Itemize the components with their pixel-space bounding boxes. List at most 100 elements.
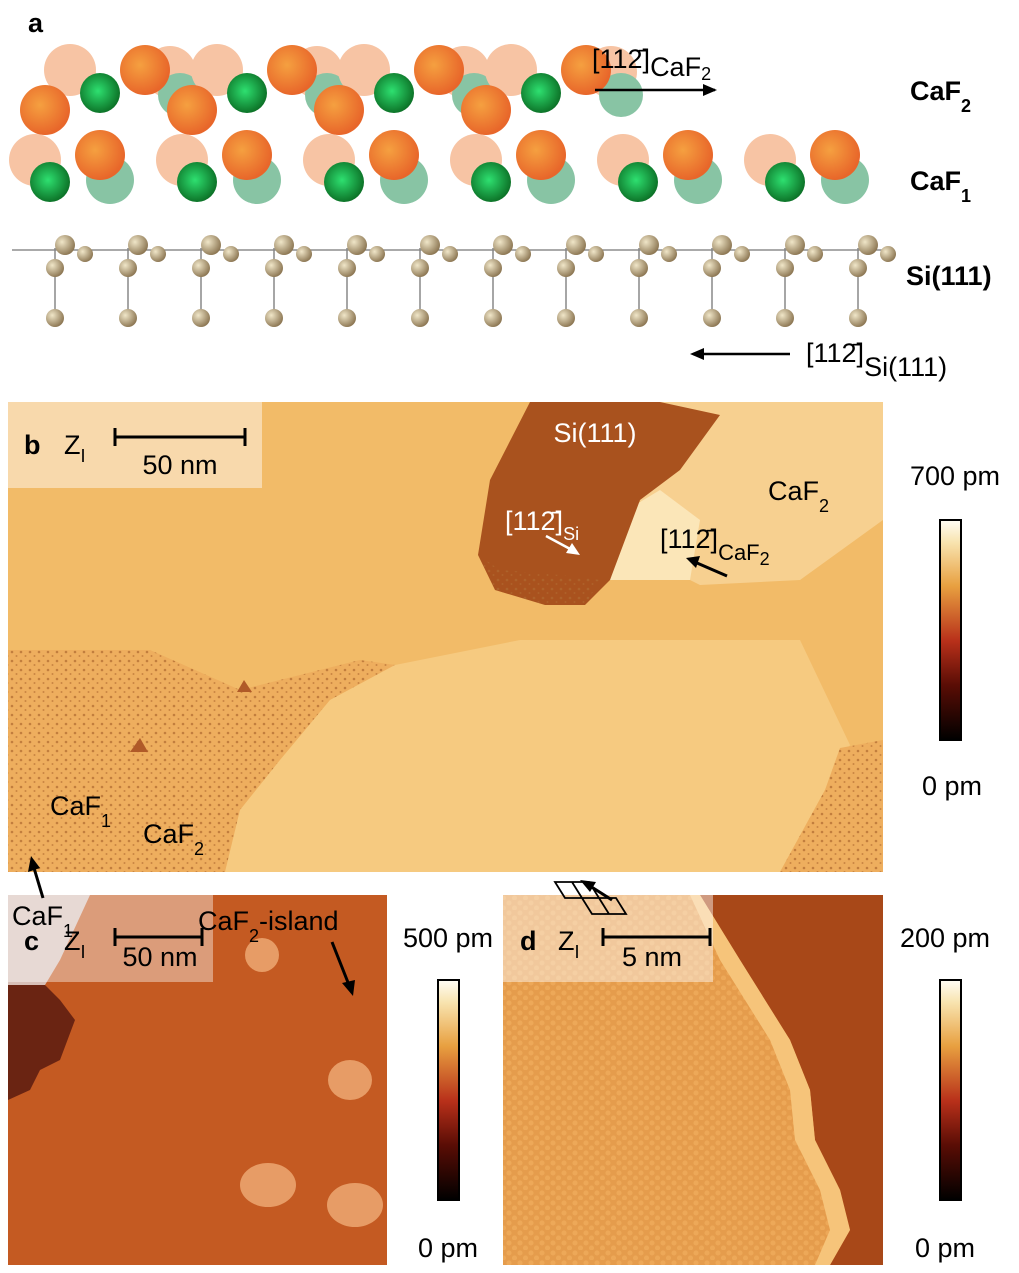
atom-si bbox=[201, 235, 221, 255]
atom-ca bbox=[80, 73, 120, 113]
region-sub: 2 bbox=[194, 839, 204, 859]
atom-si bbox=[776, 259, 794, 277]
atom-si bbox=[411, 259, 429, 277]
region-text: CaF bbox=[143, 819, 194, 849]
region-suffix: -island bbox=[259, 906, 339, 936]
region-sub: 2 bbox=[249, 926, 259, 946]
atom-si bbox=[265, 309, 283, 327]
atom-si bbox=[661, 246, 677, 262]
island bbox=[327, 1183, 383, 1227]
direction-subsub: 2 bbox=[760, 549, 770, 569]
atom-ca bbox=[765, 162, 805, 202]
region-sub: 2 bbox=[819, 496, 829, 516]
atom-si bbox=[192, 309, 210, 327]
atom-si bbox=[557, 259, 575, 277]
direction-label: [112̄]Si(111) bbox=[806, 338, 947, 382]
atom-f bbox=[663, 130, 713, 180]
atom-si bbox=[347, 235, 367, 255]
atom-si bbox=[223, 246, 239, 262]
atom-f bbox=[314, 85, 364, 135]
atom-si bbox=[119, 259, 137, 277]
atom-si bbox=[77, 246, 93, 262]
atom-ca bbox=[324, 162, 364, 202]
region-text: CaF bbox=[12, 901, 63, 931]
colorbar-max: 200 pm bbox=[900, 923, 990, 953]
atom-si bbox=[411, 309, 429, 327]
atom-f bbox=[414, 45, 464, 95]
atom-ca bbox=[618, 162, 658, 202]
atom-si bbox=[880, 246, 896, 262]
atom-si bbox=[639, 235, 659, 255]
channel-sub: I bbox=[81, 942, 86, 962]
atom-si bbox=[119, 309, 137, 327]
atom-si bbox=[630, 309, 648, 327]
page: a [112̄]CaF2 CaF2 CaF1 Si(111) [112̄]Si(… bbox=[0, 0, 1019, 1273]
layer-sub: 2 bbox=[961, 96, 971, 116]
layer-text: CaF bbox=[910, 76, 961, 106]
channel-text: Z bbox=[64, 430, 81, 460]
layer-label: CaF2 bbox=[910, 76, 971, 116]
atom-si bbox=[338, 309, 356, 327]
atom-si bbox=[712, 235, 732, 255]
colorbar-min: 0 pm bbox=[418, 1233, 478, 1263]
channel-sub: I bbox=[81, 446, 86, 466]
panel-label: d bbox=[520, 926, 537, 956]
atom-ca bbox=[471, 162, 511, 202]
figure: a [112̄]CaF2 CaF2 CaF1 Si(111) [112̄]Si(… bbox=[0, 0, 1019, 1273]
atom-si bbox=[265, 259, 283, 277]
atom-ca bbox=[30, 162, 70, 202]
atom-si bbox=[493, 235, 513, 255]
scale-label: 5 nm bbox=[622, 942, 682, 972]
atom-si bbox=[46, 259, 64, 277]
scale-label: 50 nm bbox=[142, 450, 217, 480]
atom-f bbox=[516, 130, 566, 180]
region-sub: 1 bbox=[101, 811, 111, 831]
layer-label: Si(111) bbox=[906, 261, 992, 291]
direction-text: [112̄] bbox=[660, 524, 718, 554]
region-sub: 1 bbox=[63, 921, 73, 941]
atom-si bbox=[46, 309, 64, 327]
atom-si bbox=[734, 246, 750, 262]
direction-sub: CaF bbox=[718, 540, 760, 565]
atom-si bbox=[420, 235, 440, 255]
direction-text: [112̄] bbox=[806, 338, 864, 368]
direction-text: [112̄] bbox=[592, 44, 650, 74]
atom-si bbox=[296, 246, 312, 262]
direction-sub: Si(111) bbox=[864, 352, 947, 382]
colorbar bbox=[940, 520, 961, 740]
arrow-head bbox=[690, 348, 704, 360]
panel-label: a bbox=[28, 8, 44, 38]
atom-f bbox=[20, 85, 70, 135]
atom-si bbox=[128, 235, 148, 255]
stm-image-b bbox=[8, 402, 883, 872]
layer-label: CaF1 bbox=[910, 166, 971, 206]
direction-sub: Si bbox=[563, 524, 579, 544]
atom-f bbox=[267, 45, 317, 95]
direction-text: [112̄] bbox=[505, 506, 563, 536]
channel-text: Z bbox=[558, 926, 575, 956]
atom-si bbox=[369, 246, 385, 262]
island bbox=[328, 1060, 372, 1100]
atom-si bbox=[849, 309, 867, 327]
atom-ca bbox=[521, 73, 561, 113]
direction-sub: CaF bbox=[650, 52, 701, 82]
colorbar bbox=[438, 980, 459, 1200]
atom-si bbox=[703, 309, 721, 327]
colorbar-max: 700 pm bbox=[910, 461, 1000, 491]
atom-ca bbox=[227, 73, 267, 113]
region-text: CaF bbox=[768, 476, 819, 506]
atom-si bbox=[55, 235, 75, 255]
atom-si bbox=[849, 259, 867, 277]
atom-si bbox=[274, 235, 294, 255]
atom-si bbox=[630, 259, 648, 277]
atom-si bbox=[442, 246, 458, 262]
arrow bbox=[34, 868, 43, 898]
atom-si bbox=[338, 259, 356, 277]
atom-ca bbox=[374, 73, 414, 113]
channel-sub: I bbox=[575, 942, 580, 962]
atom-si bbox=[484, 259, 502, 277]
colorbar bbox=[940, 980, 961, 1200]
atom-si bbox=[785, 235, 805, 255]
colorbar-min: 0 pm bbox=[922, 771, 982, 801]
island bbox=[240, 1163, 296, 1207]
